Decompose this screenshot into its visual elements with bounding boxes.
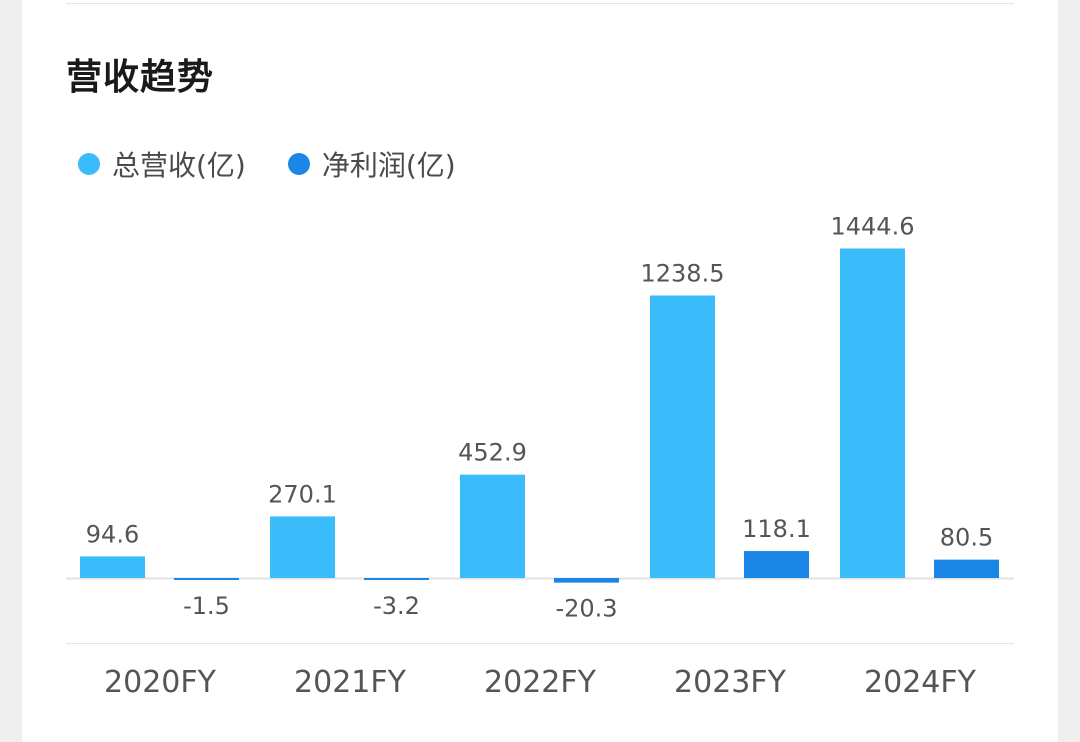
- x-tick-label-2021FY: 2021FY: [294, 665, 407, 700]
- bar-revenue-2023FY: [650, 295, 715, 578]
- data-label-revenue-2021FY: 270.1: [268, 480, 337, 508]
- data-label-revenue-2020FY: 94.6: [86, 520, 139, 548]
- data-label-revenue-2022FY: 452.9: [458, 439, 527, 467]
- legend-item-revenue[interactable]: 总营收(亿): [78, 144, 246, 184]
- data-label-revenue-2023FY: 1238.5: [641, 259, 725, 287]
- data-label-profit-2021FY: -3.2: [373, 592, 420, 620]
- x-tick-label-2024FY: 2024FY: [864, 665, 977, 700]
- chart-legend: 总营收(亿) 净利润(亿): [78, 146, 498, 182]
- bar-profit-2023FY: [744, 551, 809, 578]
- legend-item-profit[interactable]: 净利润(亿): [287, 144, 456, 184]
- data-label-profit-2020FY: -1.5: [183, 592, 230, 620]
- bar-revenue-2020FY: [80, 556, 145, 578]
- data-label-profit-2024FY: 80.5: [940, 524, 993, 552]
- data-label-revenue-2024FY: 1444.6: [831, 212, 915, 240]
- bar-profit-2020FY: [174, 578, 239, 580]
- bar-profit-2022FY: [554, 578, 619, 583]
- legend-label-profit: 净利润(亿): [321, 149, 456, 182]
- top-divider: [66, 3, 1014, 4]
- bar-profit-2021FY: [364, 578, 429, 580]
- bar-profit-2024FY: [934, 559, 999, 578]
- x-tick-label-2020FY: 2020FY: [104, 665, 217, 700]
- legend-dot-revenue: [78, 153, 100, 175]
- data-label-profit-2023FY: 118.1: [742, 515, 811, 543]
- x-tick-label-2023FY: 2023FY: [674, 665, 787, 700]
- data-label-profit-2022FY: -20.3: [555, 595, 617, 623]
- x-tick-label-2022FY: 2022FY: [484, 665, 597, 700]
- bar-revenue-2021FY: [270, 516, 335, 578]
- section-title: 营收趋势: [66, 57, 215, 98]
- bar-revenue-2024FY: [840, 248, 905, 578]
- legend-dot-profit: [287, 153, 310, 175]
- legend-label-revenue: 总营收(亿): [112, 149, 246, 182]
- bar-revenue-2022FY: [460, 474, 525, 578]
